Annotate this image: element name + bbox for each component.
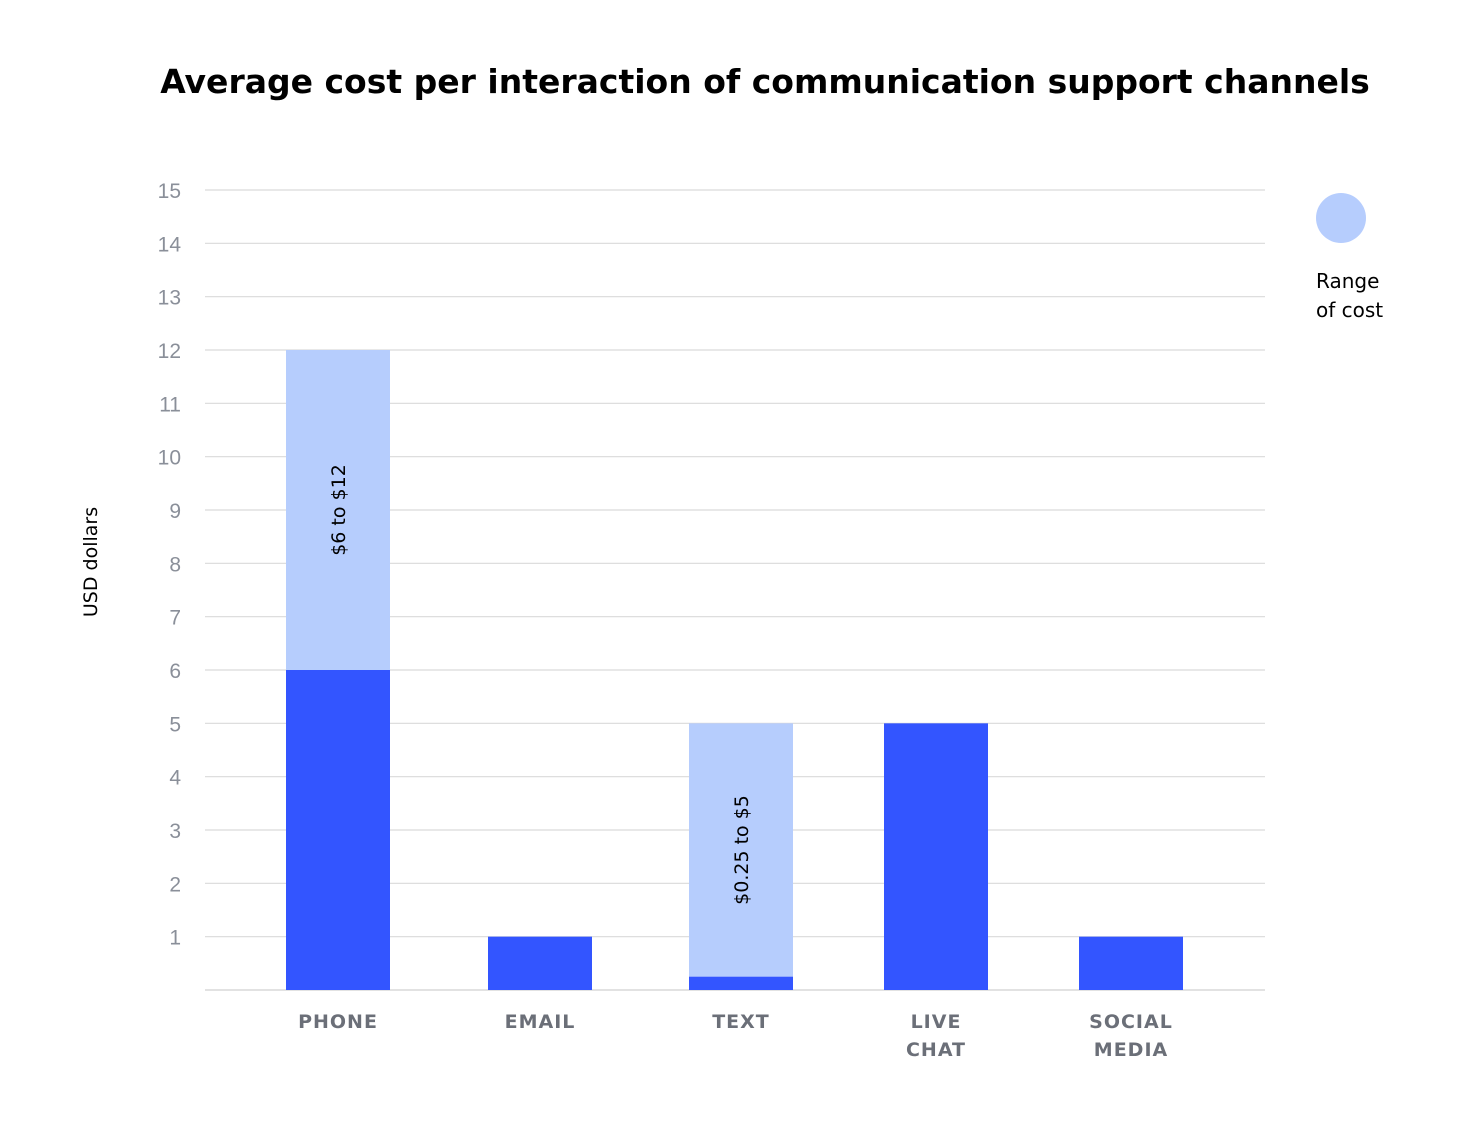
y-tick-label: 9 xyxy=(169,500,181,523)
y-tick-label: 10 xyxy=(158,447,181,470)
x-axis-categories: PHONE EMAIL TEXT LIVE CHAT SOCIAL MEDIA xyxy=(298,1011,1173,1061)
range-bar xyxy=(286,350,390,670)
y-tick-label: 5 xyxy=(169,713,181,736)
y-tick-label: 13 xyxy=(158,287,181,310)
legend-label-line: Range xyxy=(1316,269,1379,293)
x-category-label-line: LIVE xyxy=(911,1011,962,1033)
y-tick-label: 15 xyxy=(158,180,181,203)
x-category-label: EMAIL xyxy=(505,1011,576,1033)
y-axis-label: USD dollars xyxy=(80,507,102,617)
legend-label: Range of cost xyxy=(1316,269,1383,322)
range-bar-label: $6 to $12 xyxy=(328,464,350,556)
x-category-label-line: MEDIA xyxy=(1094,1039,1168,1061)
y-tick-label: 8 xyxy=(169,553,181,576)
x-category-label-line: TEXT xyxy=(712,1011,770,1033)
y-tick-label: 7 xyxy=(169,607,181,630)
base-bar xyxy=(1079,936,1183,990)
legend-label-line: of cost xyxy=(1316,298,1383,322)
x-category-label: LIVE CHAT xyxy=(906,1011,966,1061)
x-category-label-line: PHONE xyxy=(298,1011,378,1033)
base-bar xyxy=(286,670,390,990)
chart-title: Average cost per interaction of communic… xyxy=(160,62,1370,101)
y-tick-label: 3 xyxy=(169,820,181,843)
range-bar xyxy=(689,723,793,977)
y-tick-label: 6 xyxy=(169,660,181,683)
x-category-label: SOCIAL MEDIA xyxy=(1089,1011,1173,1061)
base-bar xyxy=(689,976,793,990)
legend-swatch xyxy=(1316,193,1366,243)
x-category-label-line: SOCIAL xyxy=(1089,1011,1173,1033)
base-bar xyxy=(884,723,988,990)
x-category-label: TEXT xyxy=(712,1011,770,1033)
y-tick-label: 4 xyxy=(169,767,181,790)
x-category-label: PHONE xyxy=(298,1011,378,1033)
y-tick-label: 1 xyxy=(169,927,181,950)
range-bar-label: $0.25 to $5 xyxy=(731,795,753,905)
legend: Range of cost xyxy=(1316,193,1383,322)
y-tick-label: 11 xyxy=(159,393,181,416)
y-tick-label: 12 xyxy=(158,340,181,363)
base-bar xyxy=(488,936,592,990)
y-tick-label: 14 xyxy=(158,233,182,256)
y-tick-label: 2 xyxy=(169,873,181,896)
x-category-label-line: EMAIL xyxy=(505,1011,576,1033)
x-category-label-line: CHAT xyxy=(906,1039,966,1061)
bars: $6 to $12 $0.25 to $5 xyxy=(286,350,1183,990)
